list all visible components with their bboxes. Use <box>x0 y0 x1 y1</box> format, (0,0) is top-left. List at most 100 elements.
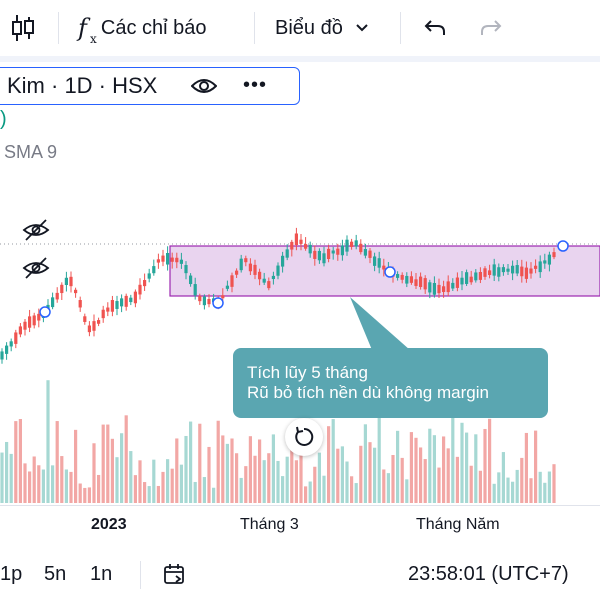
drawing-handle[interactable] <box>384 266 396 278</box>
timeframe-button[interactable]: 1p <box>0 563 23 585</box>
volume-bar <box>345 461 349 503</box>
volume-bar <box>382 469 386 503</box>
candle-body <box>455 277 459 288</box>
candle-body <box>377 258 381 268</box>
volume-bar <box>244 466 248 503</box>
volume-bar <box>451 393 455 503</box>
volume-bar <box>276 460 280 503</box>
candle-body <box>534 265 538 269</box>
volume-bar <box>69 471 73 503</box>
volume-bar <box>230 438 234 503</box>
candle-body <box>460 277 464 285</box>
candle-body <box>5 345 9 354</box>
candle-body <box>465 272 469 284</box>
volume-bar <box>409 432 413 503</box>
volume-bar <box>225 443 229 503</box>
candle-body <box>175 257 179 263</box>
volume-bar <box>133 475 137 503</box>
candle-body <box>469 276 473 283</box>
symbol-label: Kim · 1D · HSX <box>7 73 158 98</box>
time-axis[interactable]: 2023 Tháng 3 Tháng Năm <box>0 505 600 543</box>
more-options-icon[interactable]: ••• <box>243 74 268 96</box>
candle-body <box>147 273 151 279</box>
volume-bar <box>5 441 9 503</box>
reset-chart-button[interactable] <box>285 418 323 456</box>
drawing-handle[interactable] <box>39 306 51 318</box>
candle-body <box>524 267 528 279</box>
candle-body <box>221 295 225 299</box>
volume-bar <box>534 430 538 503</box>
candle-body <box>235 270 239 275</box>
volume-bar <box>51 465 55 503</box>
volume-bar <box>419 447 423 503</box>
undo-button[interactable] <box>420 0 450 56</box>
timeframe-button[interactable]: 5n <box>44 563 67 585</box>
candle-body <box>271 275 275 280</box>
candle-body <box>69 276 73 287</box>
volume-bar <box>23 463 27 503</box>
candle-body <box>345 239 349 252</box>
volume-bar <box>437 467 441 503</box>
hidden-eye-icon[interactable] <box>22 219 50 241</box>
volume-bar <box>455 456 459 503</box>
candle-body <box>161 255 165 262</box>
hidden-eye-icon[interactable] <box>22 257 50 279</box>
volume-bar <box>32 456 36 503</box>
volume-bar <box>60 456 64 503</box>
volume-bar <box>506 477 510 503</box>
toolbar-divider <box>254 12 255 44</box>
volume-bar <box>285 456 289 503</box>
candle-body <box>106 307 110 312</box>
volume-bar <box>488 418 492 503</box>
candle-body <box>520 266 524 277</box>
volume-bar <box>313 466 317 503</box>
timeframe-button[interactable]: 1n <box>90 563 113 585</box>
volume-bar <box>83 487 87 503</box>
candle-body <box>170 257 174 262</box>
candle-body <box>294 233 298 246</box>
volume-bar <box>511 481 515 503</box>
volume-bar <box>322 475 326 503</box>
candle-body <box>414 279 418 286</box>
volume-bar <box>46 380 50 503</box>
volume-bar <box>492 483 496 503</box>
candle-body <box>363 249 367 256</box>
volume-bar <box>538 471 542 503</box>
time-axis-label: Tháng Năm <box>416 516 500 533</box>
volume-bar <box>28 471 32 503</box>
volume-bar <box>474 434 478 503</box>
volume-bar <box>552 464 556 503</box>
candle-body <box>423 278 427 290</box>
toolbar-divider <box>400 12 401 44</box>
symbol-legend[interactable]: Kim · 1D · HSX ••• <box>0 67 300 105</box>
annotation-line-2: Rũ bỏ tích nền dù không margin <box>247 383 489 402</box>
volume-bar <box>120 433 124 503</box>
time-axis-label: 2023 <box>91 516 127 533</box>
candle-body <box>198 295 202 302</box>
date-range-icon[interactable] <box>162 562 188 588</box>
session-clock[interactable]: 23:58:01 (UTC+7) <box>408 563 569 585</box>
volume-bar <box>41 469 45 503</box>
chart-type-label: Biểu đồ <box>275 16 343 39</box>
redo-button[interactable] <box>476 0 506 56</box>
candle-body <box>428 282 432 293</box>
annotation-callout[interactable]: Tích lũy 5 tháng Rũ bỏ tích nền dù không… <box>233 348 548 418</box>
volume-bar <box>465 432 469 503</box>
candlestick-button[interactable] <box>10 0 40 56</box>
drawing-handle[interactable] <box>557 240 569 252</box>
price-chart[interactable] <box>0 160 600 505</box>
chart-type-dropdown[interactable]: Biểu đồ <box>275 0 369 56</box>
sma-indicator-label[interactable]: SMA 9 <box>4 142 58 162</box>
candle-body <box>92 321 96 331</box>
volume-bar <box>161 471 165 503</box>
volume-bar <box>143 482 147 503</box>
eye-icon[interactable] <box>191 76 217 96</box>
candle-body <box>511 265 515 274</box>
candle-body <box>488 270 492 275</box>
drawing-handle[interactable] <box>212 297 224 309</box>
candle-body <box>451 282 455 289</box>
candle-body <box>492 264 496 276</box>
volume-bar <box>74 429 78 503</box>
